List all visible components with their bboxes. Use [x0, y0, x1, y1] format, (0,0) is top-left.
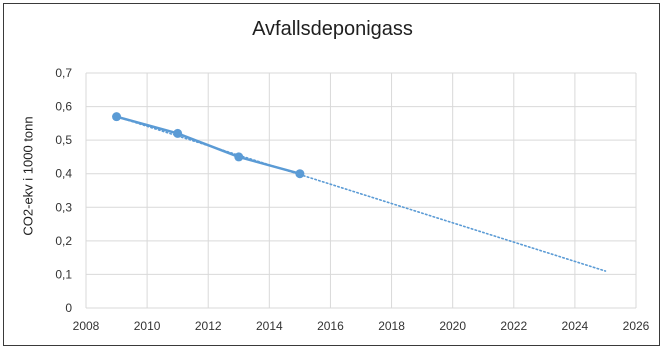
y-tick-label: 0: [65, 301, 72, 315]
y-tick-label: 0,3: [55, 200, 72, 214]
x-tick-label: 2026: [623, 319, 650, 333]
chart-frame: [3, 3, 660, 346]
x-tick-label: 2010: [134, 319, 161, 333]
y-tick-label: 0,4: [55, 167, 72, 181]
x-tick-label: 2016: [317, 319, 344, 333]
y-tick-label: 0,2: [55, 234, 72, 248]
x-tick-label: 2008: [73, 319, 100, 333]
x-tick-label: 2024: [562, 319, 589, 333]
x-tick-label: 2012: [195, 319, 222, 333]
y-tick-label: 0,5: [55, 133, 72, 147]
x-tick-label: 2020: [439, 319, 466, 333]
x-tick-label: 2022: [500, 319, 527, 333]
y-tick-label: 0,6: [55, 100, 72, 114]
x-tick-label: 2018: [378, 319, 405, 333]
y-tick-label: 0,1: [55, 267, 72, 281]
data-point: [295, 169, 305, 179]
chart-title: Avfallsdeponigass: [252, 18, 413, 40]
x-tick-label: 2014: [256, 319, 283, 333]
y-tick-label: 0,7: [55, 66, 72, 80]
trendline: [115, 115, 607, 272]
